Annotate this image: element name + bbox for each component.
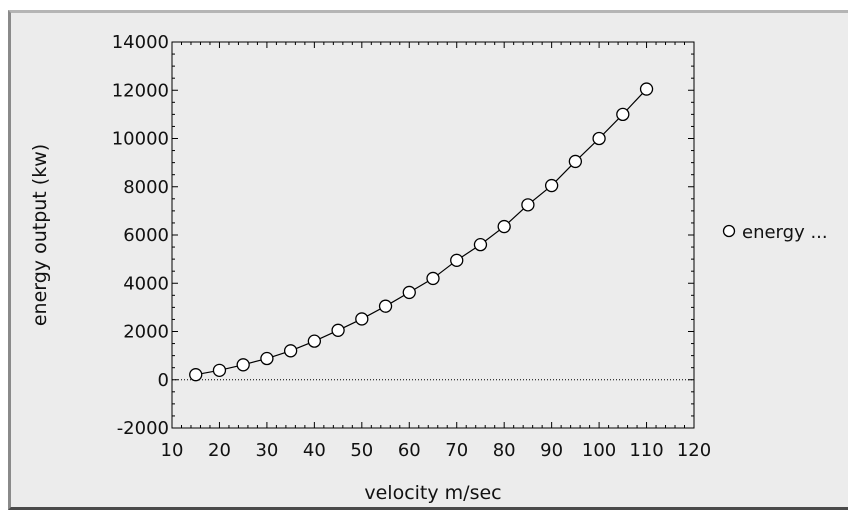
series-line <box>195 88 647 376</box>
data-point <box>402 285 416 300</box>
y-tick-label: 6000 <box>123 225 169 246</box>
x-tick-label: 20 <box>208 440 231 461</box>
data-point <box>497 219 511 234</box>
data-point <box>260 351 274 366</box>
y-tick-label: 2000 <box>123 322 169 343</box>
data-point <box>307 334 322 348</box>
x-tick-label: 120 <box>677 440 711 461</box>
x-tick-label: 110 <box>629 440 663 461</box>
x-tick-label: 50 <box>350 440 373 461</box>
data-point <box>592 131 606 146</box>
y-tick-label: 4000 <box>123 273 169 294</box>
x-tick-label: 30 <box>255 440 278 461</box>
x-tick-label: 90 <box>540 440 563 461</box>
x-tick-label: 60 <box>398 440 421 461</box>
plot-frame <box>171 41 695 429</box>
data-point <box>639 82 654 96</box>
y-tick-label: 8000 <box>123 177 169 198</box>
data-point <box>616 107 630 122</box>
legend: energy ... <box>722 222 828 243</box>
data-point <box>568 154 583 169</box>
data-point <box>473 237 488 252</box>
data-point <box>283 344 298 358</box>
y-tick-label: 14000 <box>112 32 169 53</box>
y-tick-label: 10000 <box>112 129 169 150</box>
data-point <box>544 178 559 193</box>
axes: -2000 0 2000 4000 6000 8000 10000 12000 14000 10 2… <box>112 32 711 461</box>
x-tick-label: 80 <box>493 440 516 461</box>
x-tick-label: 10 <box>161 440 184 461</box>
data-point <box>331 323 345 337</box>
x-tick-label: 70 <box>445 440 468 461</box>
data-point <box>378 299 393 313</box>
y-tick-label: 12000 <box>112 80 169 101</box>
data-point <box>236 358 250 372</box>
data-point <box>355 312 369 326</box>
data-point <box>450 253 464 267</box>
data-point <box>212 363 227 377</box>
data-point <box>426 271 440 286</box>
legend-marker <box>722 224 736 238</box>
y-tick-label: -2000 <box>117 418 169 439</box>
y-axis-title: energy output (kw) <box>29 144 51 326</box>
data-point <box>521 198 535 212</box>
series-layer <box>189 82 654 382</box>
x-axis-title: velocity m/sec <box>364 482 501 504</box>
y-tick-label: 0 <box>158 370 169 391</box>
legend-label: energy ... <box>742 222 828 243</box>
x-tick-label: 100 <box>582 440 616 461</box>
plot-area <box>171 41 695 429</box>
x-tick-label: 40 <box>303 440 326 461</box>
data-point <box>189 368 203 382</box>
